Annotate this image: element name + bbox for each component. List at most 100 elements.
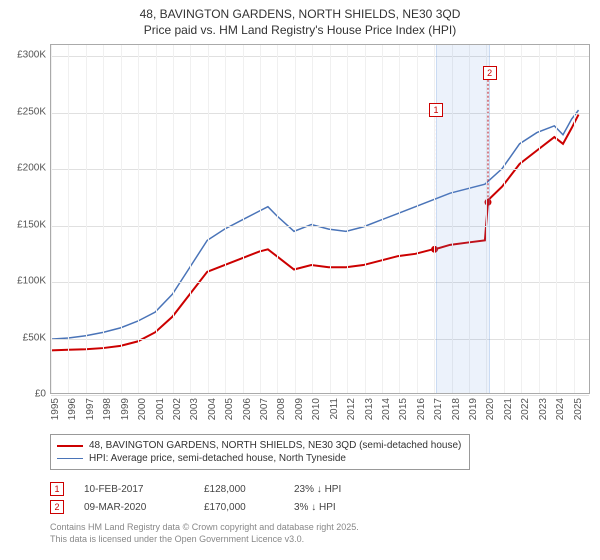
grid-line-vertical [103, 45, 104, 393]
y-tick-label: £150K [17, 219, 46, 230]
grid-line-vertical [521, 45, 522, 393]
x-tick-label: 2005 [224, 398, 235, 420]
y-tick-label: £200K [17, 163, 46, 174]
grid-line-horizontal [51, 169, 589, 170]
x-tick-label: 2014 [381, 398, 392, 420]
x-tick-label: 2024 [555, 398, 566, 420]
x-tick-label: 2003 [189, 398, 200, 420]
marker-badge-2: 2 [483, 66, 497, 80]
legend-swatch [57, 445, 83, 447]
marker-date: 10-FEB-2017 [84, 484, 184, 495]
grid-line-vertical [243, 45, 244, 393]
plot-area: 12 [50, 44, 590, 394]
legend-label: 48, BAVINGTON GARDENS, NORTH SHIELDS, NE… [89, 440, 461, 451]
x-tick-label: 2020 [485, 398, 496, 420]
grid-line-vertical [138, 45, 139, 393]
grid-line-vertical [260, 45, 261, 393]
grid-line-vertical [312, 45, 313, 393]
x-tick-label: 2000 [137, 398, 148, 420]
x-tick-label: 2017 [433, 398, 444, 420]
grid-line-vertical [208, 45, 209, 393]
grid-line-vertical [556, 45, 557, 393]
x-tick-label: 2002 [172, 398, 183, 420]
x-tick-label: 2015 [398, 398, 409, 420]
grid-line-vertical [417, 45, 418, 393]
marker-table-badge: 1 [50, 482, 64, 496]
grid-line-vertical [51, 45, 52, 393]
copyright-line-2: This data is licensed under the Open Gov… [50, 534, 359, 546]
y-tick-label: £0 [35, 389, 46, 400]
y-tick-label: £100K [17, 276, 46, 287]
x-tick-label: 2019 [468, 398, 479, 420]
x-tick-label: 2013 [364, 398, 375, 420]
x-tick-label: 2011 [329, 398, 340, 420]
legend-label: HPI: Average price, semi-detached house,… [89, 453, 346, 464]
x-tick-label: 2016 [416, 398, 427, 420]
grid-line-horizontal [51, 226, 589, 227]
grid-line-vertical [365, 45, 366, 393]
x-tick-label: 2007 [259, 398, 270, 420]
y-tick-label: £250K [17, 106, 46, 117]
marker-table-badge: 2 [50, 500, 64, 514]
marker-table: 1 10-FEB-2017 £128,000 23% ↓ HPI 2 09-MAR-202… [50, 480, 590, 516]
title-line-1: 48, BAVINGTON GARDENS, NORTH SHIELDS, NE… [0, 6, 600, 22]
grid-line-vertical [68, 45, 69, 393]
marker-pct: 3% ↓ HPI [294, 502, 384, 513]
highlight-band [436, 45, 490, 393]
legend-row-price_paid: 48, BAVINGTON GARDENS, NORTH SHIELDS, NE… [57, 439, 463, 452]
marker-table-row-1: 1 10-FEB-2017 £128,000 23% ↓ HPI [50, 480, 590, 498]
x-tick-label: 2010 [311, 398, 322, 420]
y-tick-label: £300K [17, 50, 46, 61]
grid-line-vertical [330, 45, 331, 393]
grid-line-horizontal [51, 113, 589, 114]
x-tick-label: 2025 [573, 398, 584, 420]
grid-line-horizontal [51, 339, 589, 340]
marker-price: £170,000 [204, 502, 274, 513]
marker-date: 09-MAR-2020 [84, 502, 184, 513]
copyright: Contains HM Land Registry data © Crown c… [50, 522, 359, 545]
x-tick-label: 2022 [520, 398, 531, 420]
chart-title: 48, BAVINGTON GARDENS, NORTH SHIELDS, NE… [0, 0, 600, 38]
x-tick-label: 2023 [538, 398, 549, 420]
marker-badge-1: 1 [429, 103, 443, 117]
marker-price: £128,000 [204, 484, 274, 495]
legend: 48, BAVINGTON GARDENS, NORTH SHIELDS, NE… [50, 434, 470, 470]
marker-pct: 23% ↓ HPI [294, 484, 384, 495]
x-tick-label: 1997 [85, 398, 96, 420]
grid-line-horizontal [51, 56, 589, 57]
x-tick-label: 2018 [451, 398, 462, 420]
grid-line-vertical [295, 45, 296, 393]
grid-line-vertical [277, 45, 278, 393]
grid-line-vertical [347, 45, 348, 393]
grid-line-vertical [539, 45, 540, 393]
x-tick-label: 2009 [294, 398, 305, 420]
x-tick-label: 1996 [67, 398, 78, 420]
legend-swatch [57, 458, 83, 459]
marker-table-row-2: 2 09-MAR-2020 £170,000 3% ↓ HPI [50, 498, 590, 516]
chart-container: 48, BAVINGTON GARDENS, NORTH SHIELDS, NE… [0, 0, 600, 560]
plot-svg [51, 45, 589, 393]
grid-line-vertical [225, 45, 226, 393]
x-tick-label: 2006 [242, 398, 253, 420]
x-tick-label: 2012 [346, 398, 357, 420]
x-tick-label: 1995 [50, 398, 61, 420]
grid-line-vertical [399, 45, 400, 393]
grid-line-vertical [382, 45, 383, 393]
y-axis: £0£50K£100K£150K£200K£250K£300K [0, 44, 50, 394]
x-tick-label: 2008 [276, 398, 287, 420]
x-tick-label: 2001 [155, 398, 166, 420]
grid-line-horizontal [51, 282, 589, 283]
title-line-2: Price paid vs. HM Land Registry's House … [0, 22, 600, 38]
grid-line-vertical [173, 45, 174, 393]
series-hpi [51, 110, 579, 339]
copyright-line-1: Contains HM Land Registry data © Crown c… [50, 522, 359, 534]
x-tick-label: 1998 [102, 398, 113, 420]
legend-row-hpi: HPI: Average price, semi-detached house,… [57, 452, 463, 465]
grid-line-vertical [574, 45, 575, 393]
grid-line-vertical [156, 45, 157, 393]
grid-line-vertical [121, 45, 122, 393]
series-price_paid [51, 115, 579, 351]
x-tick-label: 1999 [120, 398, 131, 420]
x-tick-label: 2021 [503, 398, 514, 420]
grid-line-vertical [504, 45, 505, 393]
